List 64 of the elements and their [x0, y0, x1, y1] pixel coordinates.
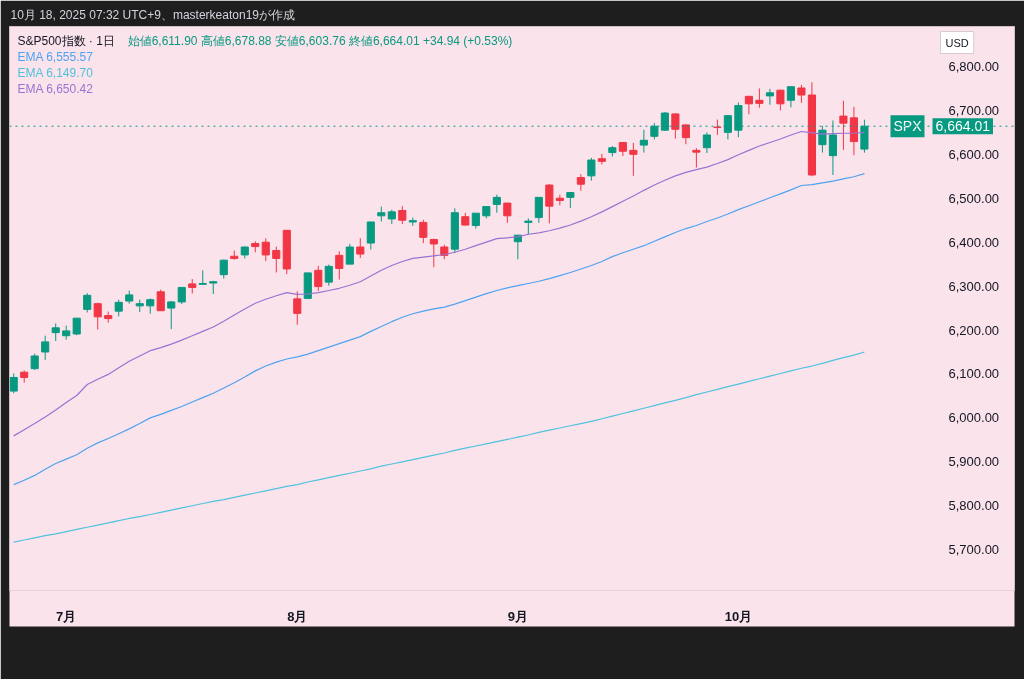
candlestick [83, 292, 92, 313]
candlestick [198, 269, 207, 286]
y-axis-title: USD [945, 36, 969, 49]
candlestick [629, 142, 638, 177]
y-tick-label: 6,600.00 [948, 146, 1000, 162]
line-series [13, 173, 866, 486]
candlestick [167, 300, 176, 330]
ref-line-label: SPX [893, 118, 923, 135]
y-tick-label: 6,500.00 [948, 190, 1000, 206]
y-tick-label: 5,900.00 [948, 454, 1000, 470]
candlestick [356, 237, 365, 259]
candlestick [272, 246, 281, 273]
y-tick-label: 6,200.00 [948, 322, 1000, 338]
candlestick [345, 243, 354, 265]
y-tick-label: 5,800.00 [948, 498, 1000, 514]
y-tick-label: 6,700.00 [948, 102, 1000, 118]
candlestick [492, 194, 501, 214]
candlestick [366, 221, 375, 251]
annotation: 6,664.01 [935, 118, 991, 135]
candlestick [797, 84, 806, 104]
candlestick [576, 173, 585, 192]
y-tick-label: 6,300.00 [948, 278, 1000, 294]
x-tick-label: 8月 [287, 608, 308, 624]
text: EMA 6,149.70 [17, 65, 94, 80]
candlestick [261, 237, 270, 262]
candlestick [639, 129, 648, 154]
candlestick [839, 100, 848, 151]
y-tick-label: 6,800.00 [948, 58, 1000, 74]
candlestick [324, 264, 333, 287]
candlestick [786, 86, 795, 108]
candlestick [503, 202, 512, 224]
candlestick [671, 112, 680, 140]
candlestick [93, 302, 102, 331]
candlestick [681, 123, 690, 145]
text: 始値6,611.90 高値6,678.88 安値6,603.76 終値6,664.01 +34.94 (+0.53%) [127, 33, 513, 48]
candlestick [587, 157, 596, 182]
candlestick [692, 147, 701, 168]
text: S&P500指数 · 1日 [17, 33, 115, 48]
line-series [13, 351, 866, 543]
y-tick-label: 6,100.00 [948, 366, 1000, 382]
y-tick-label: 6,000.00 [948, 410, 1000, 426]
candlestick [597, 153, 606, 165]
text: 10月 18, 2025 07:32 UTC+9、masterkeaton19が作成 [10, 7, 295, 22]
candlestick [398, 205, 407, 225]
candlestick [755, 87, 764, 109]
candlestick [314, 265, 323, 292]
candlestick [41, 335, 50, 361]
candlestick [765, 88, 774, 106]
y-tick-label: 5,700.00 [948, 542, 1000, 558]
candlestick [534, 196, 543, 224]
candlestick [702, 131, 711, 154]
text: EMA 6,555.57 [17, 49, 94, 64]
candlestick [335, 250, 344, 281]
candlestick [9, 373, 18, 394]
x-tick-label: 9月 [507, 608, 528, 624]
x-tick-label: 10月 [724, 608, 753, 624]
x-tick-label: 7月 [56, 608, 77, 624]
y-tick-label: 6,400.00 [948, 234, 1000, 250]
text: EMA 6,650.42 [17, 81, 94, 96]
candlestick [429, 238, 438, 268]
candlestick [419, 219, 428, 244]
candlestick [293, 290, 302, 326]
candlestick [849, 106, 858, 156]
candlestick [545, 183, 554, 224]
